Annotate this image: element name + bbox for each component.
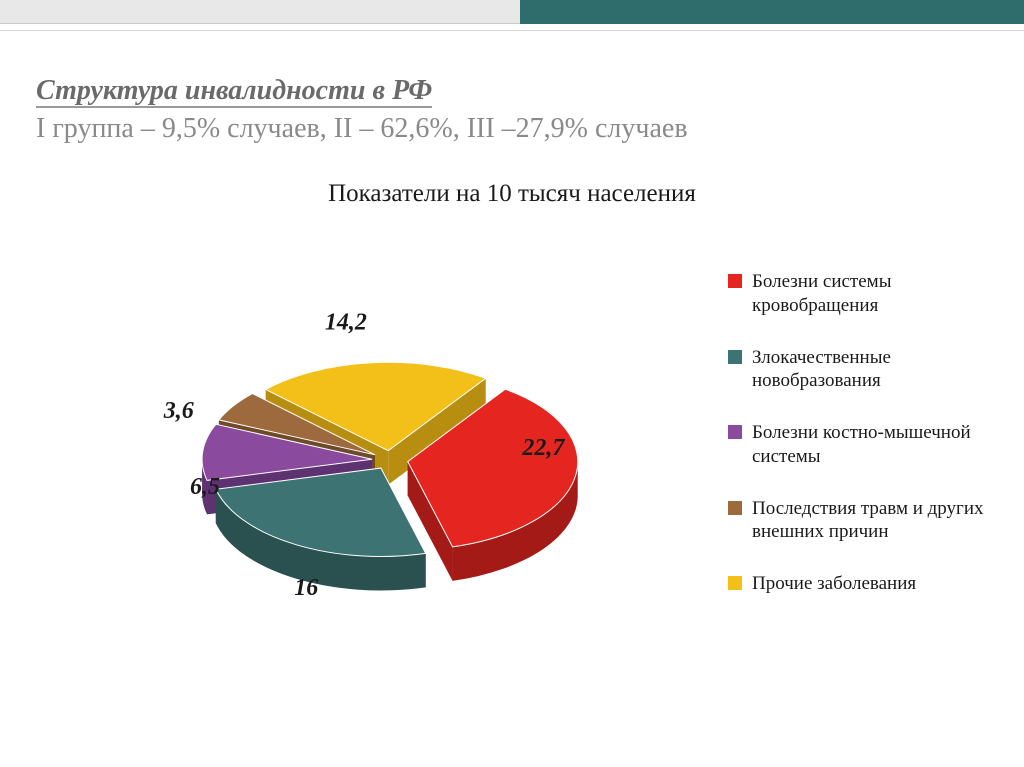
legend-swatch (728, 501, 742, 515)
legend-swatch (728, 274, 742, 288)
slide: Структура инвалидности в РФ I группа – 9… (0, 0, 1024, 767)
pie-chart-svg: 22,7 16 6,5 3,6 14,2 (70, 250, 630, 690)
chart-title: Показатели на 10 тысяч населения (0, 180, 1024, 208)
legend-label: Болезни костно-мышечной системы (752, 421, 988, 469)
legend-label: Злокачественные новобразования (752, 346, 988, 394)
title-block: Структура инвалидности в РФ I группа – 9… (36, 72, 984, 148)
pie-slice-label: 16 (294, 575, 318, 601)
top-accent-bar (0, 0, 1024, 24)
legend: Болезни системы кровобращения Злокачестве… (728, 270, 988, 624)
legend-swatch (728, 576, 742, 590)
top-bar-left (0, 0, 520, 24)
legend-label: Прочие заболевания (752, 572, 988, 596)
legend-label: Последствия травм и других внешних причи… (752, 497, 988, 545)
title-main: Структура инвалидности в РФ (36, 75, 432, 108)
pie-chart: 22,7 16 6,5 3,6 14,2 (70, 250, 630, 690)
legend-item: Болезни системы кровобращения (728, 270, 988, 318)
legend-item: Злокачественные новобразования (728, 346, 988, 394)
top-bar-right (520, 0, 1024, 24)
legend-swatch (728, 350, 742, 364)
legend-item: Болезни костно-мышечной системы (728, 421, 988, 469)
pie-slice-label: 14,2 (325, 310, 367, 336)
legend-swatch (728, 425, 742, 439)
pie-slice-label: 3,6 (163, 398, 194, 424)
top-rule (0, 30, 1024, 31)
pie-slice-label: 22,7 (521, 435, 565, 461)
pie-slice-label: 6,5 (190, 474, 220, 500)
title-sub: I группа – 9,5% случаев, II – 62,6%, III… (36, 113, 688, 144)
legend-item: Прочие заболевания (728, 572, 988, 596)
legend-label: Болезни системы кровобращения (752, 270, 988, 318)
legend-item: Последствия травм и других внешних причи… (728, 497, 988, 545)
